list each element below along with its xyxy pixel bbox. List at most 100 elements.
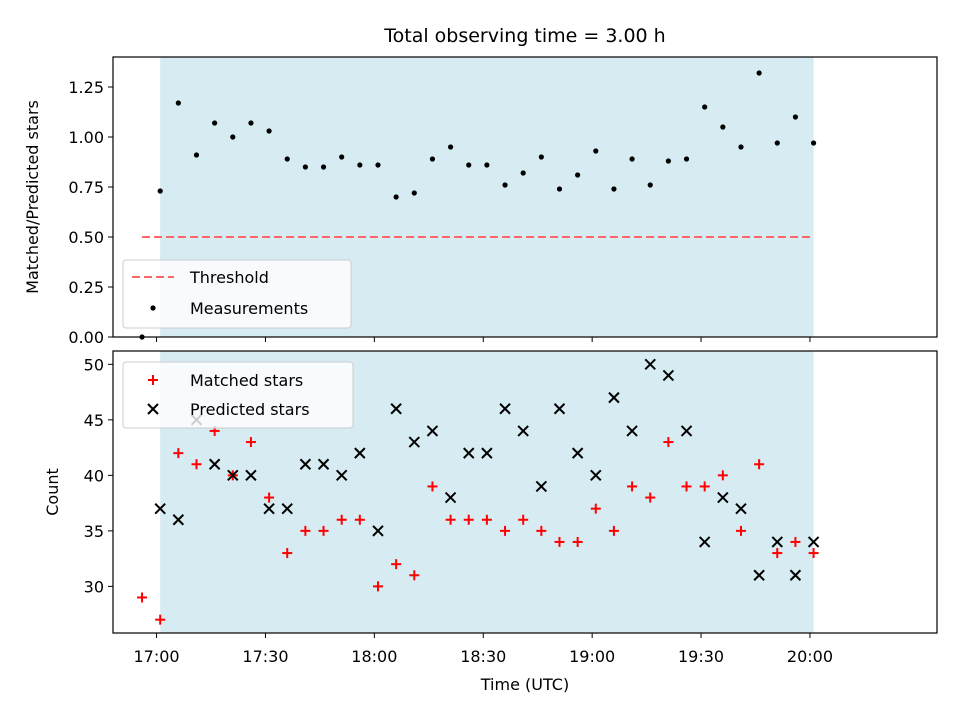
measurement-point <box>792 114 799 120</box>
measurement-point <box>593 148 599 154</box>
predicted-star-point <box>517 425 529 437</box>
legend-matched-swatch <box>148 375 158 385</box>
predicted-star-point-b <box>154 502 166 515</box>
matched-star-point <box>500 525 511 536</box>
matched-star-point <box>663 437 674 448</box>
legend-box <box>122 259 352 329</box>
predicted-star-point-b <box>390 403 402 415</box>
predicted-star-point-b <box>662 369 675 382</box>
y-tick-label: 1.00 <box>68 128 104 147</box>
predicted-star-point <box>263 502 275 515</box>
matched-star-point <box>300 525 311 536</box>
measurement-point <box>774 140 780 146</box>
bottom-panel: 30 35 40 45 50 17:00 17:30 18:00 18:30 19:00 19:30… <box>43 350 938 666</box>
predicted-star-point-b <box>553 403 566 415</box>
predicted-star-point-b <box>753 569 765 581</box>
x-tick-label: 17:00 <box>134 647 180 666</box>
predicted-star-point <box>608 391 620 404</box>
predicted-star-point <box>499 403 511 415</box>
matched-star-point <box>372 581 383 592</box>
predicted-star-point-b <box>372 525 384 537</box>
measurement-point <box>629 156 635 162</box>
predicted-star-point-b <box>499 403 511 415</box>
predicted-star-point <box>444 491 457 504</box>
x-axis-title: Time (UTC) <box>480 675 569 694</box>
y-tick-label: 0.75 <box>68 178 104 197</box>
x-tick-label: 19:30 <box>678 647 724 666</box>
predicted-star-point <box>807 536 820 548</box>
predicted-star-point <box>535 480 548 493</box>
bottom-legend: Matched stars Predicted stars <box>122 361 354 429</box>
y-tick-label: 50 <box>84 355 104 374</box>
top-axes-frame <box>112 56 938 338</box>
predicted-star-point-b <box>571 447 584 459</box>
predicted-star-point <box>372 525 384 537</box>
measurement-point <box>320 164 327 170</box>
legend-predicted-label: Predicted stars <box>190 400 310 419</box>
predicted-star-point <box>154 502 166 515</box>
predicted-star-point-b <box>263 502 275 515</box>
legend-predicted-swatch <box>147 403 159 415</box>
measurement-point <box>538 154 544 160</box>
predicted-star-point <box>354 447 366 459</box>
predicted-star-point-b <box>354 447 366 459</box>
matched-star-point <box>717 470 728 481</box>
measurement-point <box>266 128 272 134</box>
predicted-star-point-b <box>626 425 638 437</box>
predicted-star-point-b <box>735 502 747 515</box>
y-tick-label: 0.25 <box>68 278 104 297</box>
matched-star-point <box>391 559 402 570</box>
matched-star-point <box>427 481 438 492</box>
top-panel: 0.00 0.25 0.50 0.75 1.00 1.25 Matched/Predicte… <box>23 56 938 347</box>
matched-star-point <box>445 514 456 525</box>
measurement-point <box>683 156 690 162</box>
predicted-star-point-b <box>608 391 620 404</box>
measurement-point <box>575 172 581 178</box>
matched-star-point <box>173 448 184 459</box>
measurement-point <box>302 164 308 170</box>
measurement-point <box>411 190 417 196</box>
matched-star-point <box>264 492 275 503</box>
measurement-point <box>611 186 617 192</box>
measurement-point <box>502 182 508 188</box>
predicted-star-point-b <box>517 425 529 437</box>
measurement-point <box>466 162 472 168</box>
measurement-point <box>157 188 163 194</box>
legend-predicted-swatch-b <box>147 403 159 415</box>
predicted-star-point-b <box>717 491 729 504</box>
measurement-point <box>665 158 671 164</box>
x-tick-label: 18:30 <box>460 647 506 666</box>
predicted-star-point <box>335 469 348 482</box>
y-axis-title: Count <box>43 468 62 516</box>
predicted-star-point <box>481 447 493 459</box>
matched-star-point <box>536 525 547 536</box>
predicted-star-point <box>463 447 475 459</box>
predicted-star-point <box>299 458 312 470</box>
predicted-star-point <box>245 469 257 482</box>
predicted-star-point-b <box>698 536 711 548</box>
predicted-star-point-b <box>208 458 221 470</box>
matched-star-point <box>409 570 420 581</box>
matched-star-point <box>735 525 746 536</box>
predicted-star-point <box>644 358 656 371</box>
predicted-star-point-b <box>644 358 656 371</box>
matched-star-point <box>590 503 601 514</box>
predicted-star-point <box>227 469 239 482</box>
x-tick-label: 17:30 <box>242 647 288 666</box>
measurement-point <box>556 186 563 192</box>
measurement-point <box>393 194 399 200</box>
matched-star-point <box>481 514 492 525</box>
predicted-star-point-b <box>463 447 475 459</box>
matched-star-point <box>282 548 293 559</box>
x-tick-label: 18:00 <box>351 647 397 666</box>
predicted-star-point <box>390 403 402 415</box>
predicted-star-point-b <box>789 569 802 581</box>
measurement-point <box>520 170 526 176</box>
predicted-star-point-b <box>481 447 493 459</box>
predicted-star-point <box>317 458 330 470</box>
y-tick-label: 35 <box>84 522 104 541</box>
predicted-star-point-b <box>426 425 439 437</box>
measurement-point <box>447 144 454 150</box>
matched-star-point <box>554 536 565 547</box>
bottom-axes-frame <box>112 350 938 634</box>
